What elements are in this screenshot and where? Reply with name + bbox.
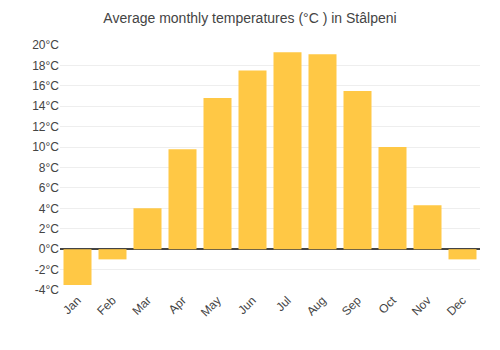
svg-text:Nov: Nov bbox=[409, 293, 434, 318]
svg-text:Oct: Oct bbox=[376, 293, 400, 317]
svg-text:2°C: 2°C bbox=[39, 222, 59, 236]
svg-text:May: May bbox=[198, 293, 224, 319]
svg-text:Jun: Jun bbox=[235, 293, 259, 317]
svg-text:0°C: 0°C bbox=[39, 242, 59, 256]
svg-text:Jul: Jul bbox=[273, 293, 294, 314]
svg-text:6°C: 6°C bbox=[39, 181, 59, 195]
svg-text:12°C: 12°C bbox=[32, 120, 59, 134]
svg-text:Dec: Dec bbox=[444, 293, 469, 318]
svg-text:Jan: Jan bbox=[60, 293, 84, 317]
svg-text:Feb: Feb bbox=[94, 293, 119, 318]
svg-text:Apr: Apr bbox=[166, 293, 189, 316]
svg-text:4°C: 4°C bbox=[39, 202, 59, 216]
svg-text:20°C: 20°C bbox=[32, 38, 59, 52]
svg-text:Mar: Mar bbox=[129, 293, 154, 318]
svg-text:-4°C: -4°C bbox=[35, 283, 59, 297]
svg-text:-2°C: -2°C bbox=[35, 263, 59, 277]
svg-text:Average monthly temperatures (: Average monthly temperatures (°C ) in St… bbox=[103, 10, 396, 26]
svg-text:Sep: Sep bbox=[339, 293, 364, 318]
svg-text:10°C: 10°C bbox=[32, 140, 59, 154]
svg-text:16°C: 16°C bbox=[32, 79, 59, 93]
svg-text:14°C: 14°C bbox=[32, 99, 59, 113]
svg-text:8°C: 8°C bbox=[39, 161, 59, 175]
svg-text:Aug: Aug bbox=[304, 293, 329, 318]
svg-text:18°C: 18°C bbox=[32, 59, 59, 73]
